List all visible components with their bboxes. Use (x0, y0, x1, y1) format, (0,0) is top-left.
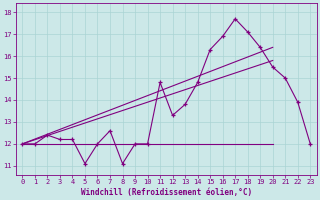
X-axis label: Windchill (Refroidissement éolien,°C): Windchill (Refroidissement éolien,°C) (81, 188, 252, 197)
